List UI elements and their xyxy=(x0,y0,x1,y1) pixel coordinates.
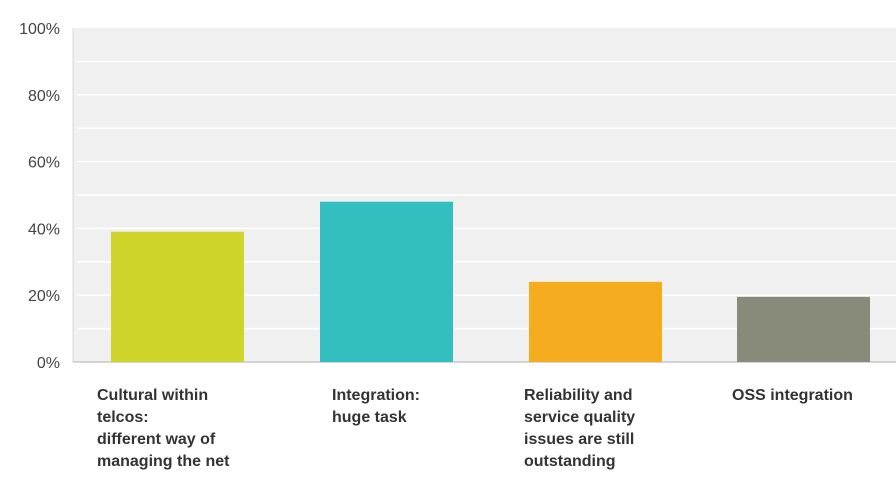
y-tick-label: 60% xyxy=(28,155,60,172)
bar-4 xyxy=(737,296,870,362)
y-tick-label: 0% xyxy=(37,355,60,372)
y-tick-label: 100% xyxy=(19,21,60,38)
bar-2 xyxy=(320,201,453,362)
bar-1 xyxy=(111,231,244,362)
bars xyxy=(111,201,870,362)
x-category-label-3: Reliability and service quality issues are… xyxy=(524,387,635,470)
y-axis-ticks: 0% 20% 40% 60% 80% 100% xyxy=(19,21,60,372)
x-category-label-2: Integration: huge task xyxy=(332,387,420,426)
y-tick-label: 80% xyxy=(28,88,60,105)
y-tick-label: 20% xyxy=(28,288,60,305)
bar-3 xyxy=(529,281,662,362)
x-axis-category-labels: Cultural within telcos: different way of ma… xyxy=(97,387,853,470)
y-tick-label: 40% xyxy=(28,221,60,238)
x-category-label-1: Cultural within telcos: different way of ma… xyxy=(97,387,230,470)
x-category-label-4: OSS integration xyxy=(732,387,853,404)
